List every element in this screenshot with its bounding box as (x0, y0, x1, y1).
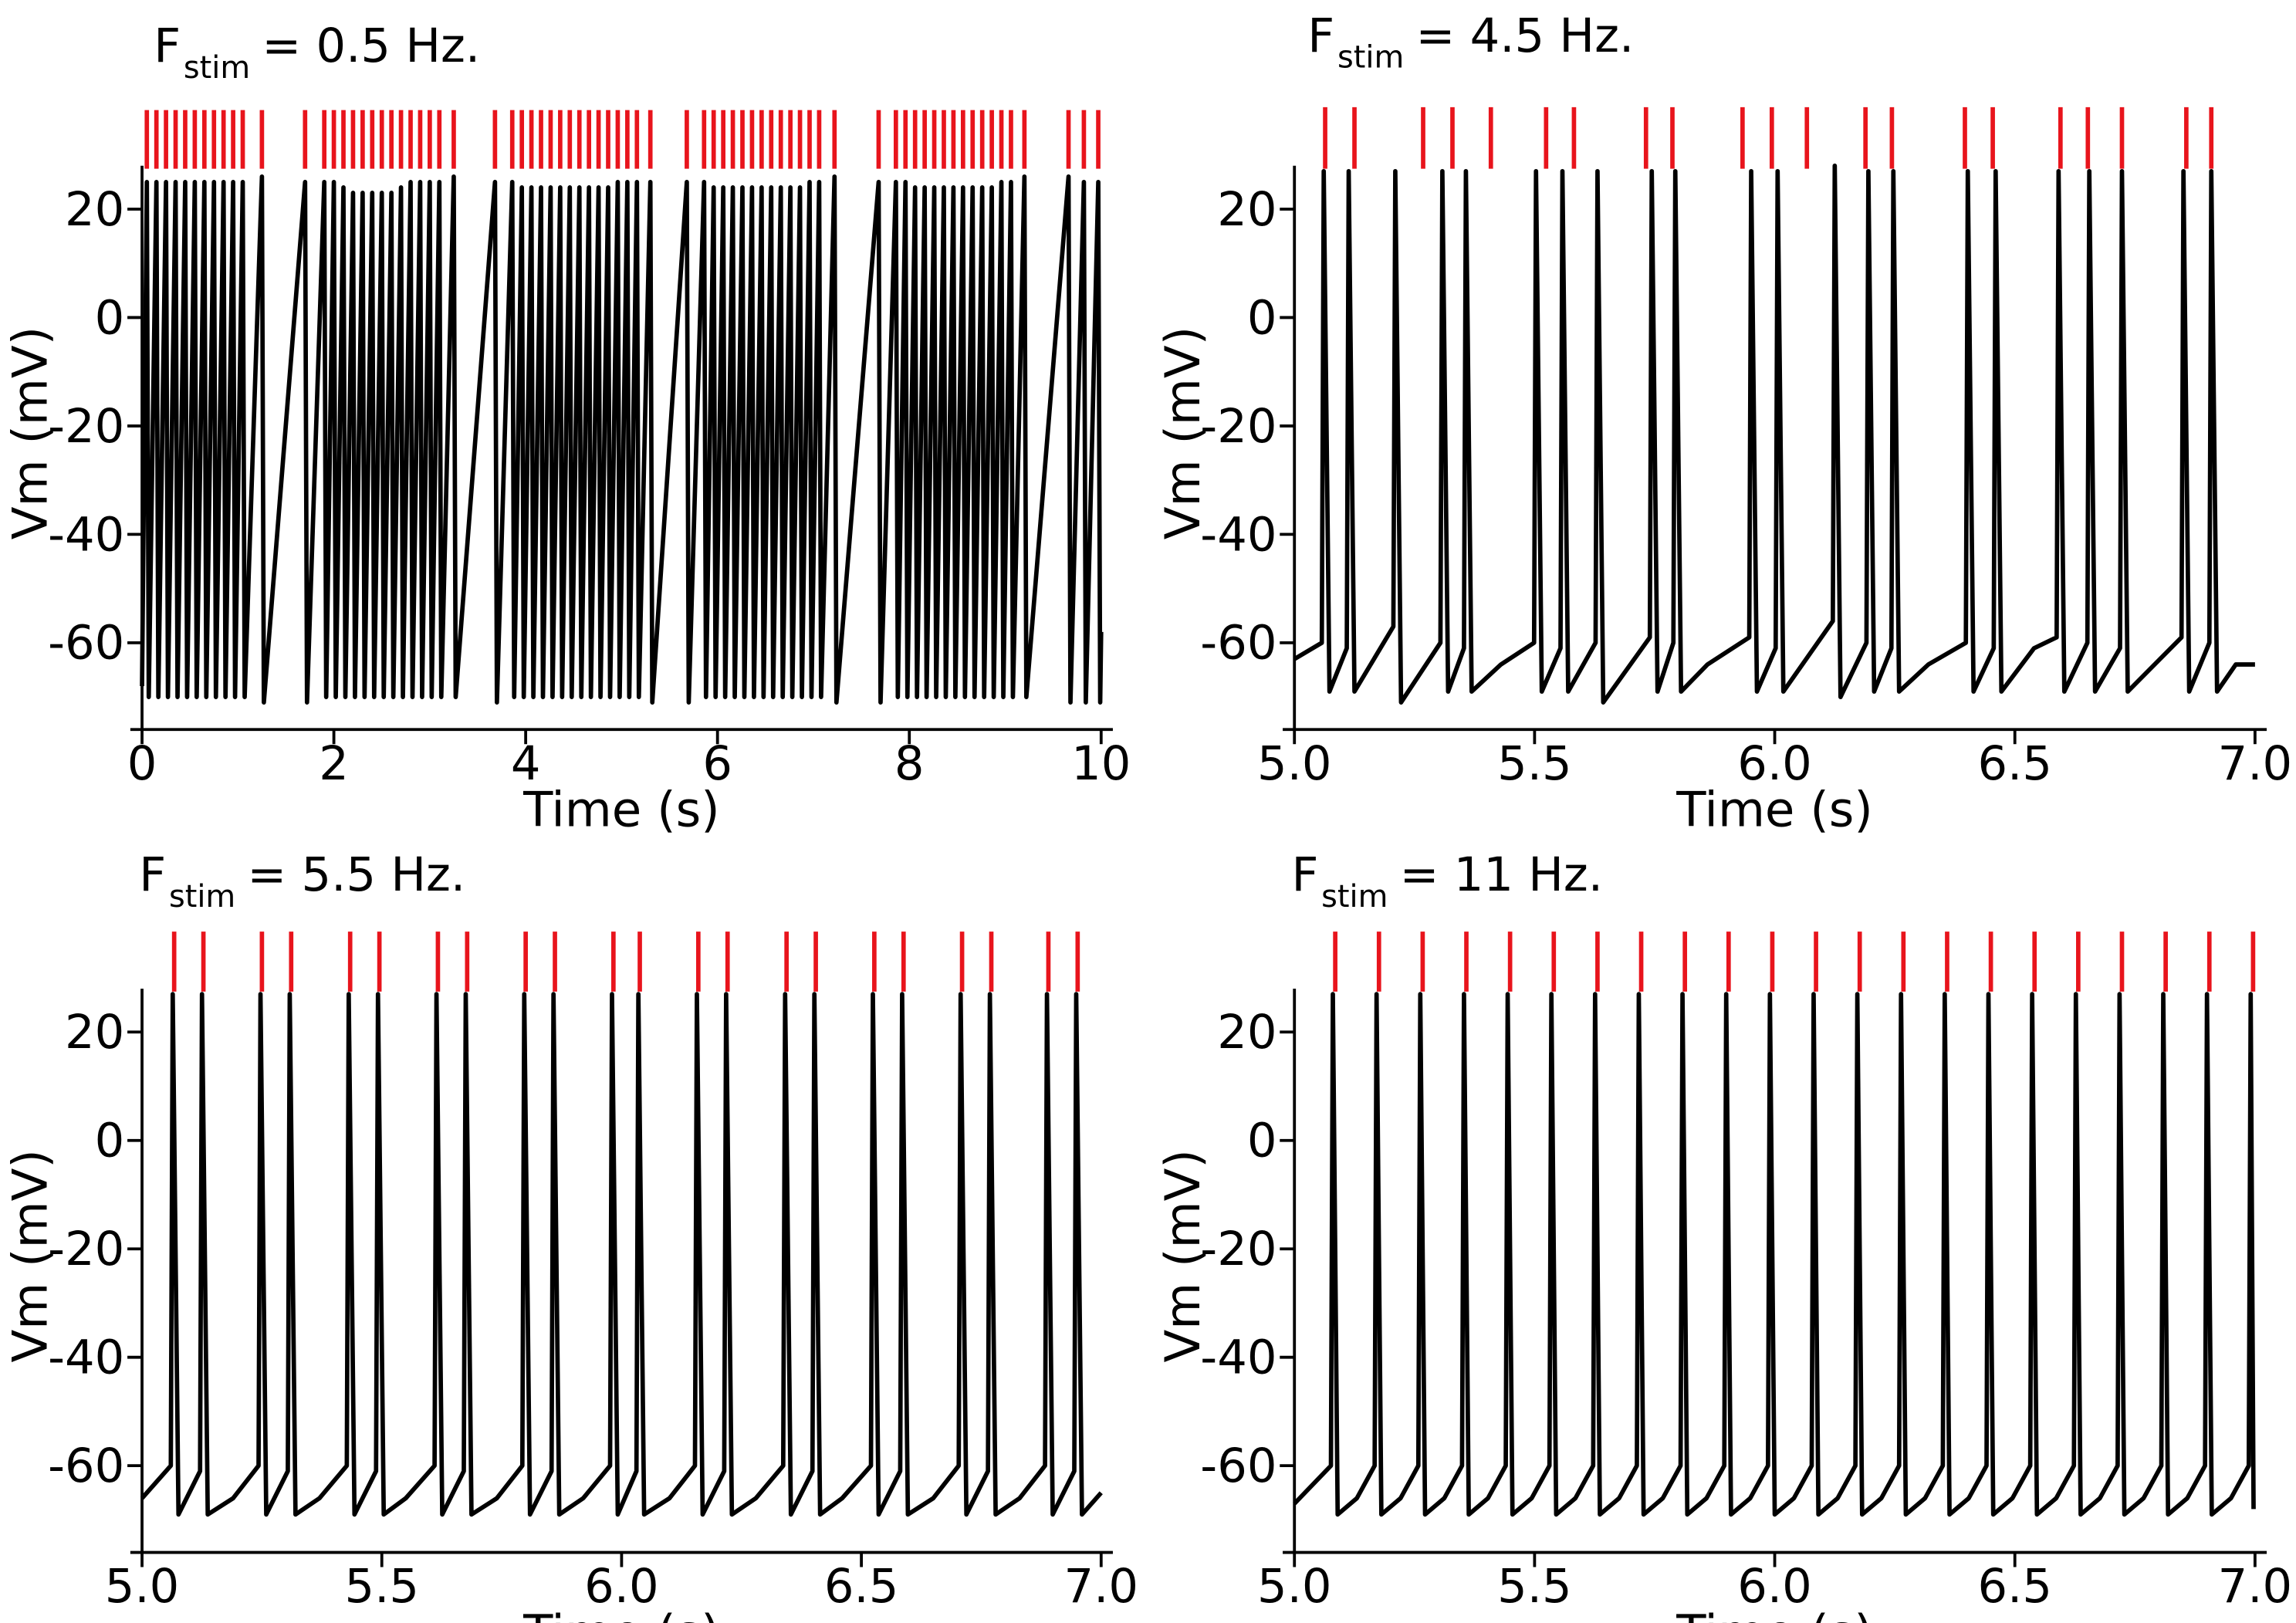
y-tick-label: 20 (65, 183, 124, 237)
x-tick-label: 6.0 (1737, 737, 1812, 791)
x-tick-label: 4 (511, 737, 541, 791)
title-subscript: stim (184, 50, 250, 86)
x-axis-label: Time (s) (1676, 1604, 1873, 1623)
y-tick-label: 0 (95, 1114, 125, 1168)
x-tick-label: 5.5 (344, 1560, 419, 1614)
y-tick-label: 20 (1217, 1006, 1276, 1060)
y-tick-label: -60 (1200, 1439, 1276, 1493)
voltage-trace (1293, 163, 2255, 705)
x-tick-label: 6.5 (824, 1560, 899, 1614)
y-tick-label: -40 (1200, 508, 1276, 562)
x-tick-label: 5.5 (1497, 1560, 1572, 1614)
y-axis-label: Vm (mV) (1155, 326, 1211, 539)
x-axis-label: Time (s) (1676, 781, 1873, 837)
x-tick-label: 10 (1071, 737, 1131, 791)
y-tick-label: -20 (48, 400, 124, 454)
x-tick-label: 0 (127, 737, 157, 791)
voltage-trace (140, 992, 1103, 1517)
y-tick-label: -20 (1200, 400, 1276, 454)
y-tick-label: -60 (48, 617, 124, 671)
y-tick-label: -40 (48, 508, 124, 562)
x-tick-label: 5.0 (105, 1560, 180, 1614)
x-tick-label: 5.0 (1257, 1560, 1332, 1614)
x-tick-label: 8 (894, 737, 925, 791)
y-axis-label: Vm (mV) (2, 1149, 59, 1362)
title-subscript: stim (169, 879, 235, 915)
title-suffix: = 4.5 Hz. (1415, 9, 1634, 63)
y-tick-label: -60 (1200, 617, 1276, 671)
x-tick-label: 5.0 (1257, 737, 1332, 791)
x-tick-label: 6.5 (1977, 737, 2052, 791)
y-tick-label: 20 (65, 1006, 124, 1060)
title-main: F (139, 848, 166, 902)
y-tick-label: 0 (1247, 291, 1277, 345)
y-tick-label: -40 (1200, 1331, 1276, 1385)
title-main: F (1291, 848, 1318, 902)
y-axis-label: Vm (mV) (2, 326, 59, 539)
y-tick-label: -60 (48, 1439, 124, 1493)
y-tick-label: 0 (95, 291, 125, 345)
title-suffix: = 0.5 Hz. (262, 19, 480, 73)
voltage-trace (140, 174, 1104, 705)
x-tick-label: 6 (702, 737, 732, 791)
x-tick-label: 7.0 (2218, 737, 2293, 791)
y-tick-label: 0 (1247, 1114, 1277, 1168)
title-suffix: = 11 Hz. (1400, 848, 1604, 902)
title-subscript: stim (1321, 879, 1388, 915)
y-tick-label: -20 (1200, 1222, 1276, 1276)
x-tick-label: 6.0 (1737, 1560, 1812, 1614)
x-axis-label: Time (s) (522, 1604, 720, 1623)
y-tick-label: -20 (48, 1222, 124, 1276)
y-tick-label: 20 (1217, 183, 1276, 237)
x-tick-label: 6.5 (1977, 1560, 2052, 1614)
x-axis-label: Time (s) (522, 781, 720, 837)
y-tick-label: -40 (48, 1331, 124, 1385)
title-suffix: = 5.5 Hz. (247, 848, 465, 902)
x-tick-label: 7.0 (2218, 1560, 2293, 1614)
title-main: F (154, 19, 181, 73)
title-main: F (1307, 9, 1334, 63)
x-tick-label: 5.5 (1497, 737, 1572, 791)
title-subscript: stim (1337, 40, 1404, 76)
x-tick-label: 2 (319, 737, 349, 791)
x-tick-label: 7.0 (1064, 1560, 1139, 1614)
voltage-trace (1293, 992, 2256, 1517)
x-tick-label: 6.0 (584, 1560, 659, 1614)
y-axis-label: Vm (mV) (1155, 1149, 1211, 1362)
